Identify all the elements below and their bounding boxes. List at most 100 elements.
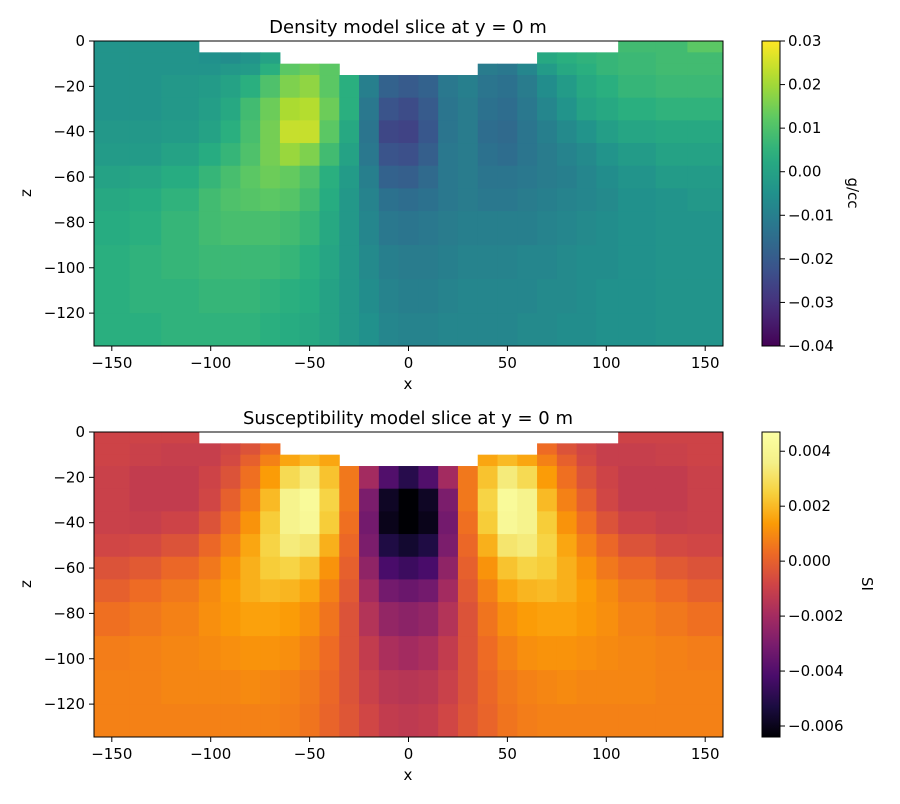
density-panel: Density model slice at y = 0 m x z g/cc …: [17, 17, 862, 393]
heatmap-cell: [655, 97, 688, 121]
heatmap-cell: [319, 454, 340, 467]
heatmap-cell: [517, 454, 538, 467]
heatmap-cell: [618, 41, 657, 53]
heatmap-cell: [438, 188, 459, 212]
heatmap-cell: [398, 488, 419, 512]
heatmap-cell: [161, 466, 200, 490]
heatmap-cell: [198, 454, 222, 467]
heatmap-cell: [537, 602, 558, 637]
heatmap-cell: [220, 636, 241, 671]
heatmap-cell: [220, 443, 241, 456]
heatmap-cell: [339, 704, 360, 738]
heatmap-cell: [161, 511, 200, 535]
heatmap-cell: [94, 41, 131, 53]
heatmap-cells: [94, 432, 724, 738]
heatmap-cell: [161, 245, 200, 280]
heatmap-cell: [537, 511, 558, 535]
heatmap-cell: [477, 636, 499, 671]
heatmap-cell: [161, 556, 200, 580]
x-tick-label: 100: [592, 745, 621, 763]
heatmap-cell: [655, 41, 688, 53]
heatmap-cell: [687, 188, 724, 212]
heatmap-cell: [398, 556, 419, 580]
heatmap-cell: [477, 97, 499, 121]
x-tick-label: 50: [498, 745, 517, 763]
heatmap-cell: [596, 511, 619, 535]
heatmap-cell: [129, 556, 162, 580]
heatmap-cell: [299, 97, 320, 121]
heatmap-cell: [537, 63, 558, 76]
heatmap-cell: [457, 670, 479, 705]
heatmap-cell: [687, 97, 724, 121]
heatmap-cell: [596, 636, 619, 671]
heatmap-cell: [517, 188, 538, 212]
heatmap-cell: [260, 454, 281, 467]
heatmap-cell: [457, 466, 479, 490]
heatmap-cell: [596, 602, 619, 637]
colorbar-tick-label: −0.02: [788, 250, 834, 268]
heatmap-cell: [129, 188, 162, 212]
heatmap-cell: [556, 188, 578, 212]
heatmap-cell: [161, 534, 200, 558]
y-tick-label: −40: [53, 123, 85, 141]
heatmap-cell: [129, 466, 162, 490]
heatmap-cell: [299, 313, 320, 347]
heatmap-cell: [655, 704, 688, 738]
heatmap-cell: [279, 211, 301, 246]
heatmap-cell: [260, 488, 281, 512]
heatmap-cell: [398, 511, 419, 535]
heatmap-cell: [260, 534, 281, 558]
heatmap-cell: [240, 511, 261, 535]
heatmap-cell: [537, 143, 558, 167]
heatmap-cell: [94, 165, 131, 189]
heatmap-cell: [517, 75, 538, 99]
heatmap-cell: [198, 488, 222, 512]
heatmap-cell: [687, 120, 724, 144]
heatmap-cell: [477, 188, 499, 212]
heatmap-cell: [339, 165, 360, 189]
heatmap-cell: [220, 75, 241, 99]
heatmap-cell: [556, 454, 578, 467]
heatmap-cell: [279, 97, 301, 121]
heatmap-cell: [129, 52, 162, 65]
heatmap-cell: [378, 488, 400, 512]
heatmap-cell: [240, 488, 261, 512]
heatmap-cell: [438, 75, 459, 99]
heatmap-cell: [94, 211, 131, 246]
heatmap-cell: [299, 454, 320, 467]
heatmap-cell: [129, 97, 162, 121]
heatmap-cell: [359, 488, 380, 512]
colorbar-tick-label: 0.02: [788, 76, 821, 94]
heatmap-cell: [596, 454, 619, 467]
heatmap-cell: [94, 188, 131, 212]
colorbar-tick-label: 0.004: [788, 442, 831, 460]
heatmap-cell: [596, 75, 619, 99]
heatmap-cell: [398, 120, 419, 144]
heatmap-cell: [220, 511, 241, 535]
heatmap-cell: [497, 97, 518, 121]
heatmap-cell: [418, 188, 439, 212]
heatmap-cell: [378, 120, 400, 144]
heatmap-cell: [556, 143, 578, 167]
heatmap-cell: [240, 636, 261, 671]
heatmap-cell: [220, 279, 241, 314]
heatmap-cell: [655, 165, 688, 189]
heatmap-cell: [240, 75, 261, 99]
heatmap-cell: [457, 579, 479, 603]
heatmap-cell: [198, 97, 222, 121]
heatmap-cell: [359, 704, 380, 738]
heatmap-cell: [299, 636, 320, 671]
heatmap-cell: [378, 511, 400, 535]
heatmap-cell: [220, 704, 241, 738]
heatmap-cell: [596, 466, 619, 490]
x-tick-label: 150: [691, 745, 720, 763]
heatmap-cell: [687, 636, 724, 671]
heatmap-cell: [517, 636, 538, 671]
heatmap-cell: [687, 670, 724, 705]
heatmap-cell: [240, 704, 261, 738]
heatmap-cell: [359, 313, 380, 347]
heatmap-cell: [618, 511, 657, 535]
heatmap-cell: [279, 143, 301, 167]
heatmap-cell: [457, 279, 479, 314]
heatmap-cell: [339, 636, 360, 671]
